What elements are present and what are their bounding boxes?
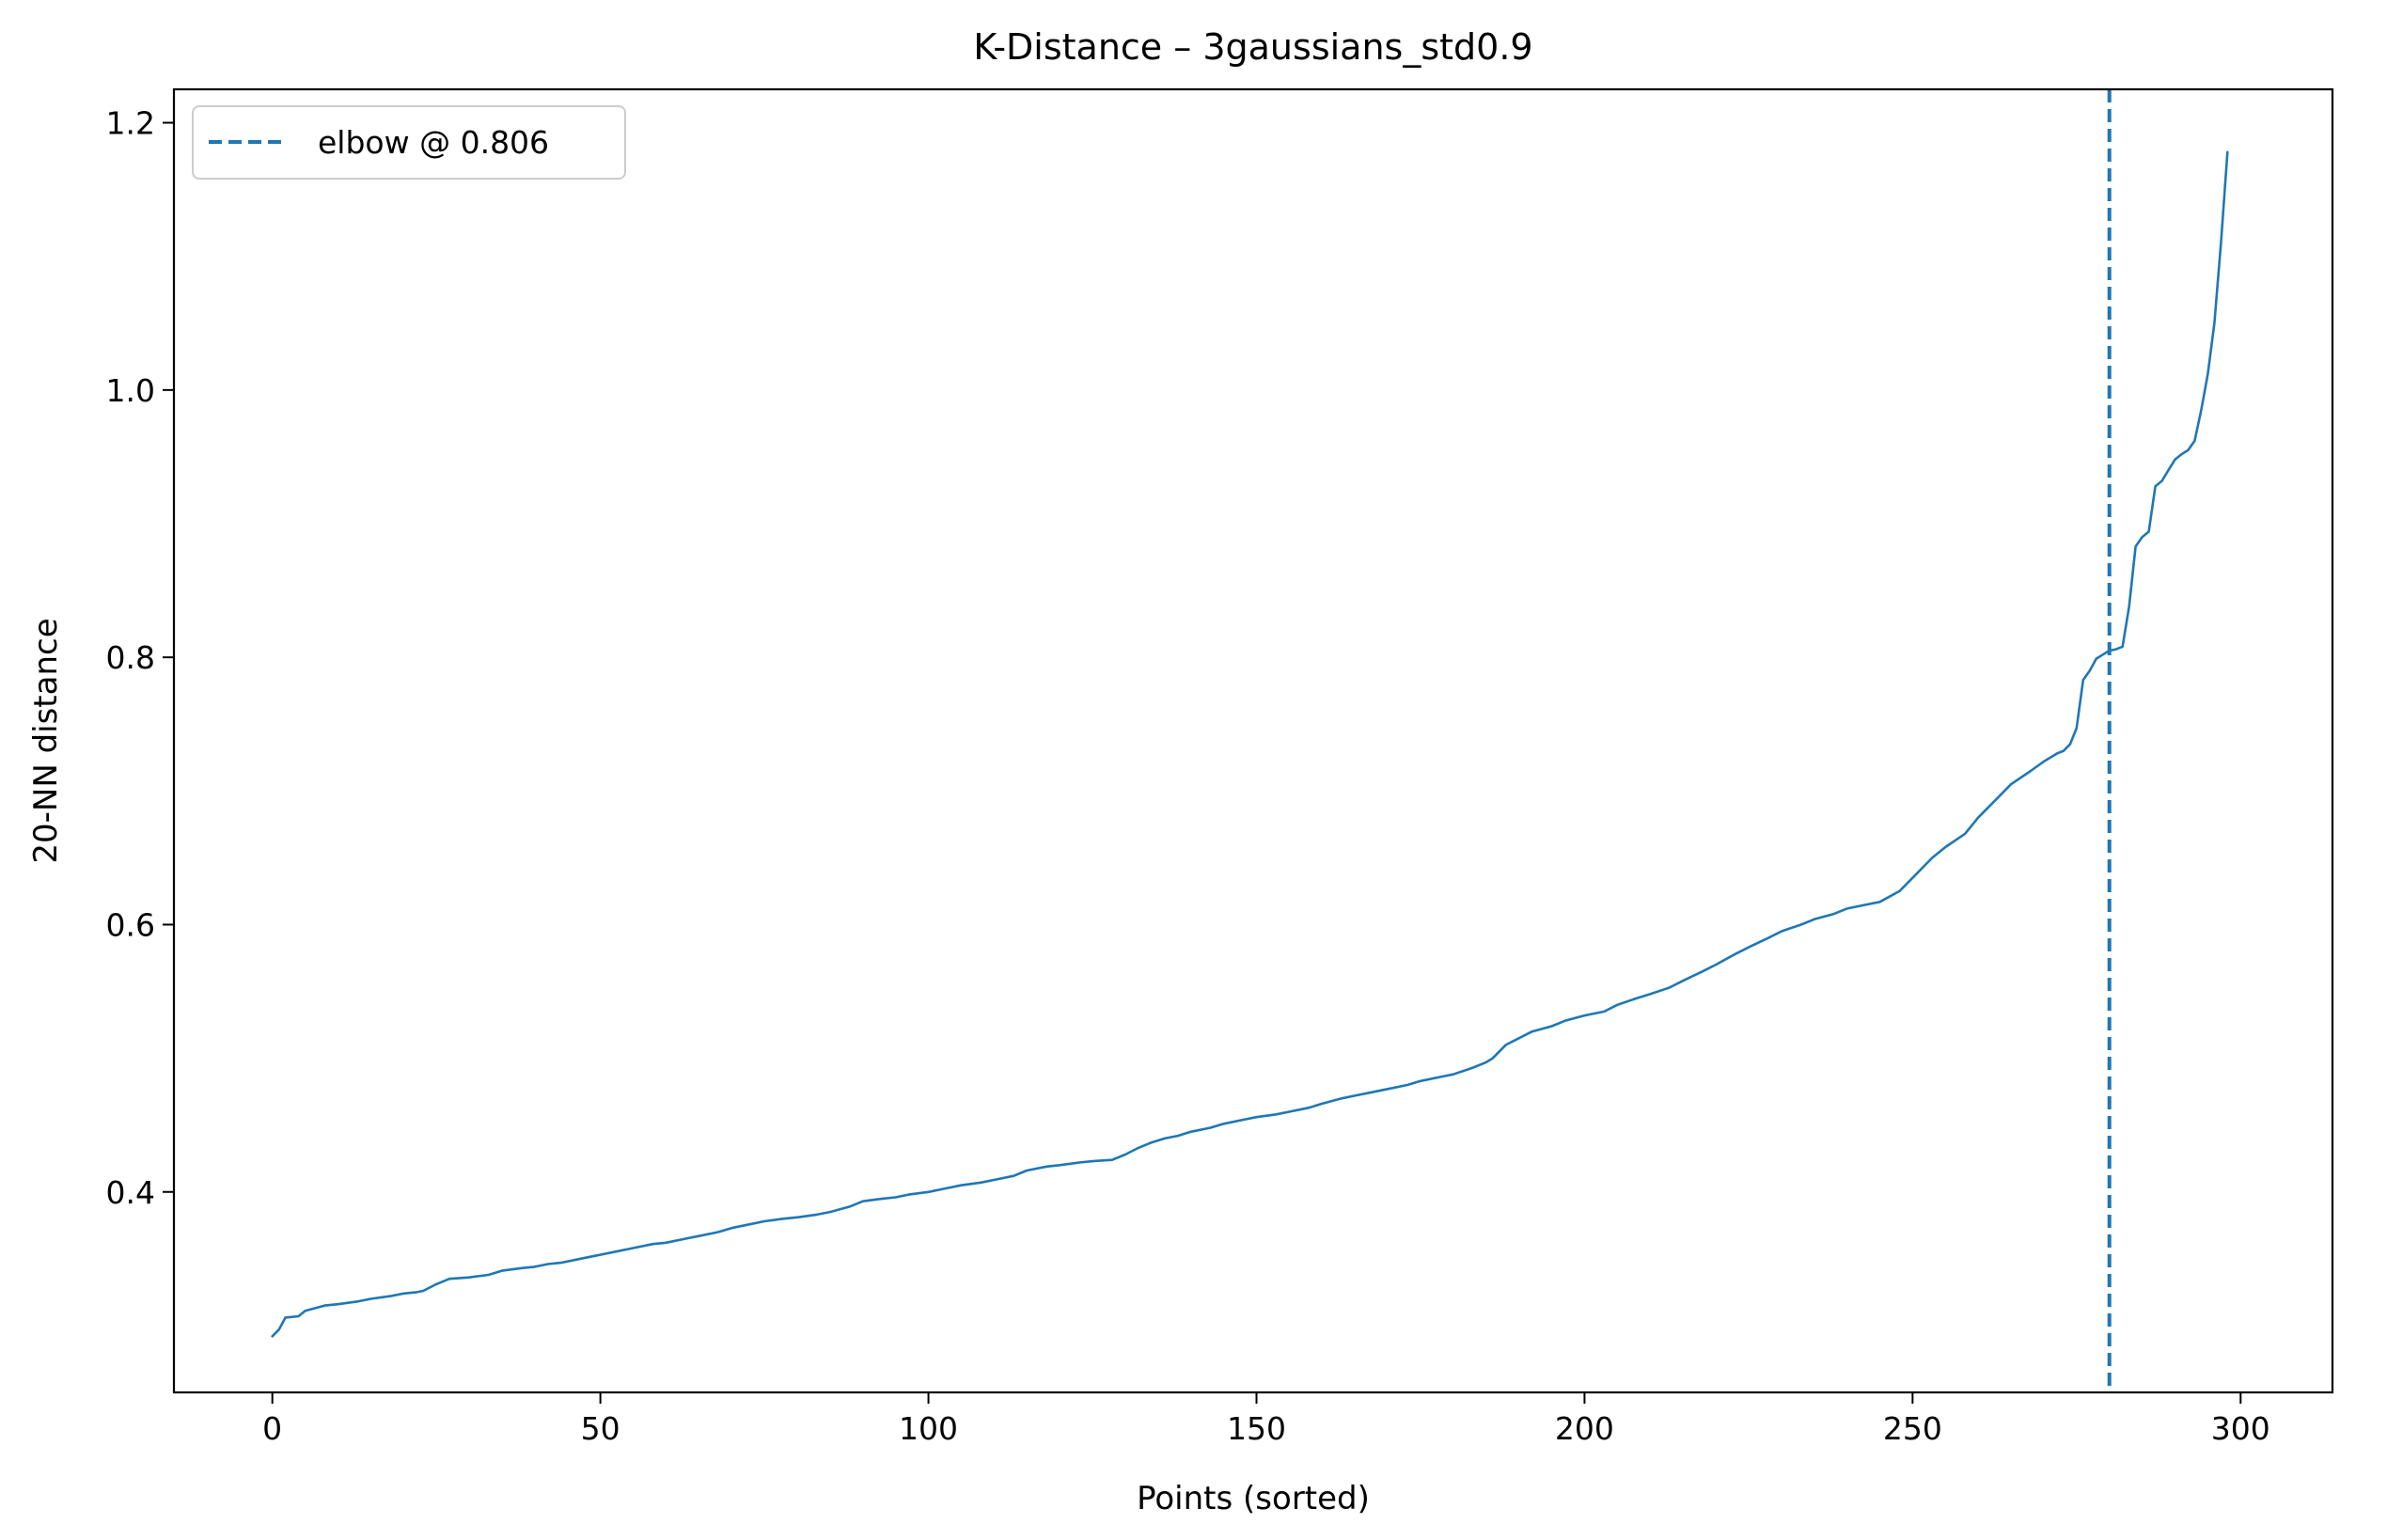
- plot-frame: [172, 87, 2334, 1394]
- y-tick-label-3: 1.0: [106, 372, 155, 409]
- legend-label: elbow @ 0.806: [318, 124, 549, 161]
- y-tick-label-0: 0.4: [106, 1174, 155, 1211]
- x-tick-label-300: 300: [2211, 1410, 2270, 1447]
- axes: 0 50 100 150 200 250 300 0.4 0.6 0.8 1.0 1.2: [106, 105, 2270, 1447]
- plot-area: [271, 89, 2229, 1392]
- x-tick-label-200: 200: [1555, 1410, 1614, 1447]
- y-tick-label-4: 1.2: [106, 105, 155, 142]
- x-tick-label-50: 50: [581, 1410, 620, 1447]
- legend: elbow @ 0.806: [192, 105, 626, 180]
- x-tick-label-150: 150: [1227, 1410, 1286, 1447]
- x-tick-label-0: 0: [262, 1410, 282, 1447]
- series-line-0: [271, 150, 2229, 1338]
- y-tick-label-1: 0.6: [106, 906, 155, 943]
- y-axis-label: 20-NN distance: [27, 618, 65, 863]
- legend-box: [192, 105, 626, 180]
- x-tick-label-100: 100: [899, 1410, 958, 1447]
- y-tick-label-2: 0.8: [106, 639, 155, 676]
- x-axis-label: Points (sorted): [1137, 1480, 1370, 1517]
- chart-title: K-Distance – 3gaussians_std0.9: [973, 26, 1532, 68]
- x-tick-label-250: 250: [1883, 1410, 1942, 1447]
